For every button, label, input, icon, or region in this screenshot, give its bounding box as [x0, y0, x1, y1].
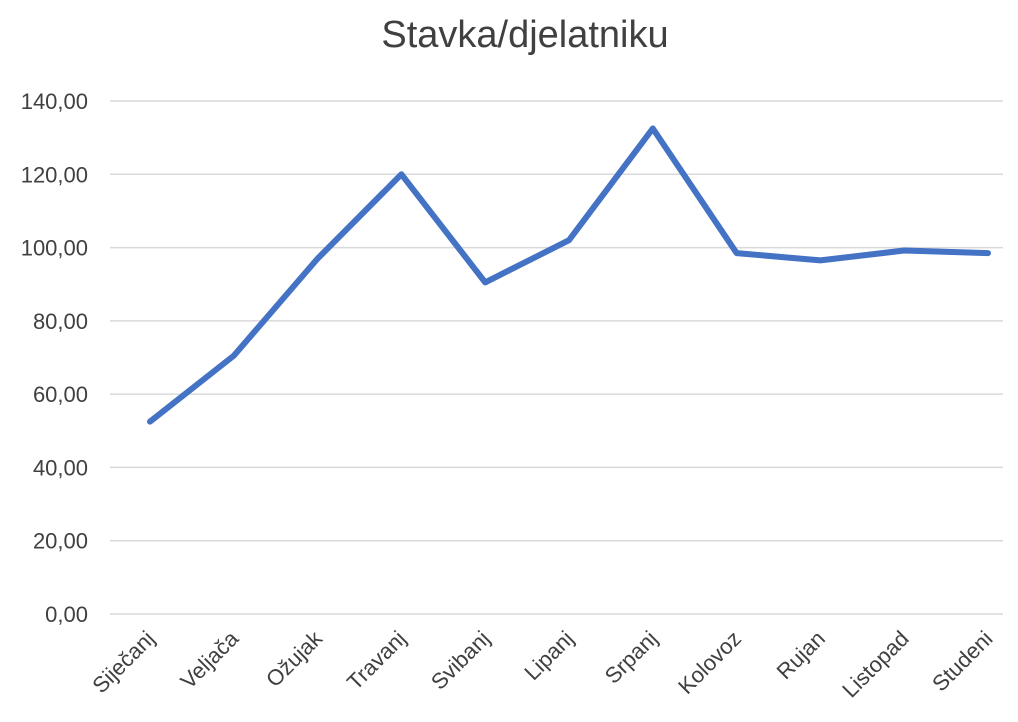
y-tick-label: 80,00	[33, 309, 88, 334]
x-tick-label: Srpanj	[600, 626, 663, 689]
x-tick-label: Kolovoz	[673, 626, 746, 699]
x-axis-ticks: Siječanj Veljača Ožujak Travanj Svibanj Lipan…	[87, 625, 997, 702]
y-tick-label: 100,00	[21, 236, 88, 261]
y-tick-label: 40,00	[33, 455, 88, 480]
x-tick-label: Veljača	[175, 625, 243, 693]
gridlines	[110, 100, 1003, 615]
y-tick-label: 0,00	[45, 602, 88, 627]
y-tick-label: 140,00	[21, 89, 88, 114]
y-axis-ticks: 0,00 20,00 40,00 60,00 80,00 100,00 120,00 140,…	[21, 89, 88, 627]
x-tick-label: Ožujak	[261, 625, 328, 692]
x-tick-label: Listopad	[837, 626, 914, 703]
series-layer	[147, 125, 991, 425]
x-tick-label: Lipanj	[519, 626, 578, 685]
x-tick-label: Travanj	[342, 626, 411, 695]
y-tick-label: 120,00	[21, 162, 88, 187]
chart-title: Stavka/djelatniku	[381, 14, 668, 56]
x-tick-label: Svibanj	[426, 626, 495, 695]
x-tick-label: Studeni	[927, 626, 997, 696]
y-tick-label: 60,00	[33, 382, 88, 407]
x-tick-label: Siječanj	[87, 626, 159, 698]
x-tick-label: Rujan	[772, 626, 830, 684]
y-tick-label: 20,00	[33, 529, 88, 554]
series-line	[147, 125, 991, 425]
